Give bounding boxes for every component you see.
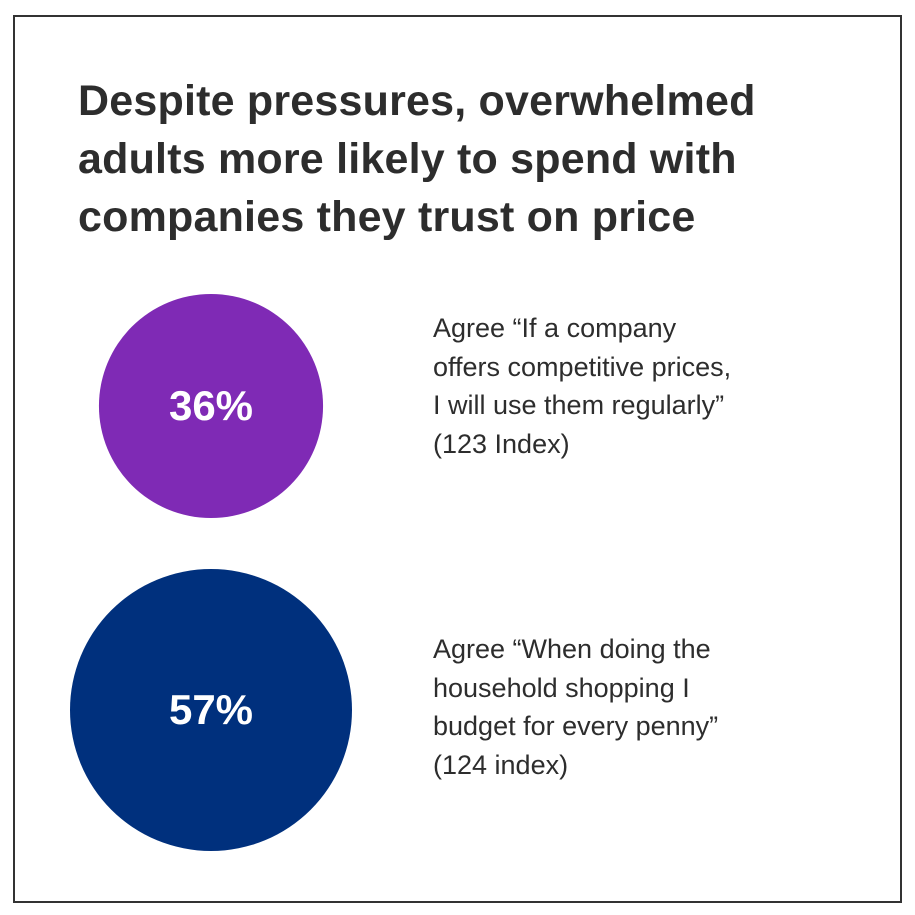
bubble-57 [70, 569, 352, 851]
bubble-36 [98, 293, 324, 519]
statement-label-2: Agree “When doing the household shopping… [433, 630, 853, 784]
statement-line: (123 Index) [433, 428, 570, 459]
title-line: adults more likely to spend with [78, 135, 737, 183]
statement-line: budget for every penny” [433, 711, 719, 741]
statement-line: Agree “When doing the [433, 634, 711, 664]
statement-line: (124 index) [433, 749, 569, 780]
statement-label-1: Agree “If a company offers competitive p… [433, 309, 853, 463]
infographic-frame [13, 15, 902, 903]
statement-line: I will use them regularly” [433, 390, 725, 420]
bubble-value-label: 57% [169, 686, 253, 733]
infographic-title: Despite pressures, overwhelmed adults mo… [78, 72, 858, 246]
statement-line: offers competitive prices, [433, 351, 732, 382]
statement-line: household shopping I [433, 672, 690, 703]
bubble-value-label: 36% [169, 382, 253, 429]
title-line: companies they trust on price [78, 193, 696, 241]
title-line: Despite pressures, overwhelmed [78, 77, 756, 125]
statement-line: Agree “If a company [433, 313, 677, 343]
